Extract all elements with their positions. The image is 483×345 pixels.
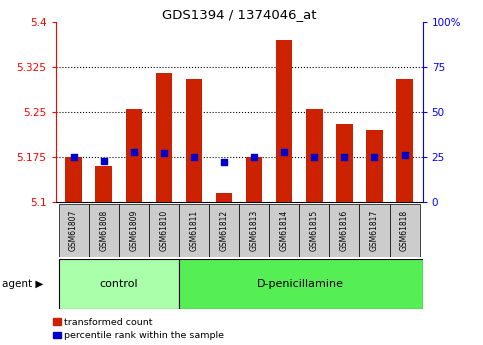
Text: GSM61814: GSM61814: [280, 210, 289, 251]
Bar: [185, 79, 202, 202]
Point: [401, 152, 409, 158]
Text: agent ▶: agent ▶: [2, 279, 44, 289]
Point: [70, 154, 77, 160]
Text: GSM61811: GSM61811: [189, 210, 199, 251]
Bar: [336, 124, 353, 202]
Point: [311, 154, 318, 160]
Text: GSM61817: GSM61817: [370, 210, 379, 251]
Bar: [216, 193, 232, 202]
Text: GSM61816: GSM61816: [340, 210, 349, 251]
Bar: [329, 204, 359, 257]
Bar: [239, 204, 269, 257]
Bar: [396, 79, 413, 202]
Bar: [276, 40, 293, 202]
Bar: [126, 109, 142, 202]
Legend: transformed count, percentile rank within the sample: transformed count, percentile rank withi…: [53, 317, 225, 340]
Bar: [366, 130, 383, 202]
Bar: [389, 204, 420, 257]
Point: [220, 160, 228, 165]
Bar: [96, 166, 112, 202]
Text: D-penicillamine: D-penicillamine: [257, 279, 344, 289]
Bar: [269, 204, 299, 257]
Point: [100, 158, 108, 163]
Point: [250, 154, 258, 160]
Bar: [359, 204, 389, 257]
Text: GSM61810: GSM61810: [159, 210, 169, 251]
Point: [190, 154, 198, 160]
Bar: [299, 204, 329, 257]
Point: [341, 154, 348, 160]
Bar: [119, 204, 149, 257]
Text: GSM61807: GSM61807: [69, 210, 78, 251]
Bar: [156, 73, 172, 202]
Point: [130, 149, 138, 154]
Text: GSM61809: GSM61809: [129, 210, 138, 251]
Bar: [58, 259, 179, 309]
Bar: [306, 109, 323, 202]
Bar: [65, 157, 82, 202]
Point: [370, 154, 378, 160]
Text: GSM61812: GSM61812: [220, 210, 228, 251]
Bar: [58, 204, 89, 257]
Text: GSM61813: GSM61813: [250, 210, 258, 251]
Title: GDS1394 / 1374046_at: GDS1394 / 1374046_at: [162, 8, 316, 21]
Bar: [179, 259, 423, 309]
Point: [160, 151, 168, 156]
Point: [280, 149, 288, 154]
Bar: [179, 204, 209, 257]
Text: GSM61818: GSM61818: [400, 210, 409, 251]
Bar: [246, 157, 262, 202]
Bar: [209, 204, 239, 257]
Text: control: control: [99, 279, 138, 289]
Text: GSM61815: GSM61815: [310, 210, 319, 251]
Bar: [149, 204, 179, 257]
Text: GSM61808: GSM61808: [99, 210, 108, 251]
Bar: [89, 204, 119, 257]
